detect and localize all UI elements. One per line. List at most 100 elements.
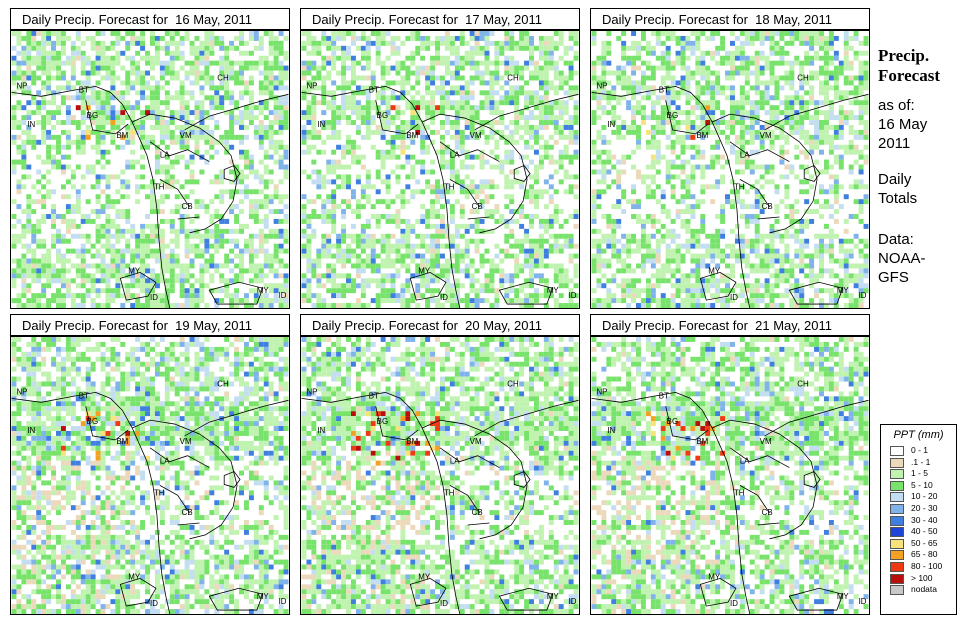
country-label: BT xyxy=(659,85,669,94)
country-label: ID xyxy=(150,293,158,302)
country-label: CH xyxy=(507,73,519,82)
precip-field xyxy=(301,337,579,614)
country-label: BM xyxy=(116,131,128,140)
country-label: MY xyxy=(257,592,270,601)
legend-swatch xyxy=(890,446,904,456)
country-label: CH xyxy=(797,379,809,388)
legend-swatch xyxy=(890,503,904,514)
map-boundary xyxy=(665,100,790,220)
country-label: VM xyxy=(760,437,772,446)
map-boundary xyxy=(513,471,531,488)
legend-label: 50 - 65 xyxy=(911,537,938,548)
legend-item: 1 - 5 xyxy=(881,468,956,480)
country-label: BM xyxy=(696,131,708,140)
country-label: ID xyxy=(279,291,287,300)
country-label: IN xyxy=(317,426,325,435)
panel-title-3: Daily Precip. Forecast for 18 May, 2011 xyxy=(590,8,870,30)
country-label: TH xyxy=(154,488,165,497)
country-label: LA xyxy=(160,151,170,160)
map-boundary xyxy=(301,85,461,308)
country-label: BG xyxy=(87,417,98,426)
country-label: MY xyxy=(708,266,721,275)
legend-swatch xyxy=(890,573,904,584)
country-label: BG xyxy=(667,417,678,426)
legend-item: 40 - 50 xyxy=(881,526,956,538)
legend-swatch xyxy=(890,480,904,491)
country-label: IN xyxy=(607,426,615,435)
map-boundary xyxy=(665,406,790,526)
country-label: VM xyxy=(180,437,192,446)
map-boundary xyxy=(591,85,751,308)
country-label: MY xyxy=(547,286,560,295)
legend-swatch xyxy=(890,585,904,596)
country-label: BT xyxy=(369,85,379,94)
country-label: NP xyxy=(596,387,607,396)
country-label: MY xyxy=(547,592,560,601)
map-boundary xyxy=(764,399,869,437)
map-boundary xyxy=(223,165,241,182)
country-label: BT xyxy=(79,85,89,94)
country-label: LA xyxy=(450,151,460,160)
legend-label: 30 - 40 xyxy=(911,514,938,525)
country-label: BG xyxy=(377,417,388,426)
map-boundary xyxy=(591,391,751,614)
map-boundary xyxy=(712,113,818,234)
legend-label: 0 - 1 xyxy=(911,445,929,455)
country-label: BT xyxy=(79,391,89,400)
map-boundary xyxy=(699,577,844,611)
legend-label: > 100 xyxy=(911,572,933,583)
precip-field xyxy=(591,31,869,308)
country-label: NP xyxy=(16,387,27,396)
legend-swatch xyxy=(890,561,904,572)
panel-title-1: Daily Precip. Forecast for 16 May, 2011 xyxy=(10,8,290,30)
country-label: BM xyxy=(116,437,128,446)
panel-title-5: Daily Precip. Forecast for 20 May, 2011 xyxy=(300,314,580,336)
precip-field xyxy=(301,31,579,308)
asof-date-1: 16 May xyxy=(878,116,928,133)
map-boundary xyxy=(85,100,210,220)
country-label: BG xyxy=(87,111,98,120)
legend-label: 10 - 20 xyxy=(911,491,938,502)
legend-item: 30 - 40 xyxy=(881,515,956,527)
heading-line-1: Precip. xyxy=(878,46,930,65)
country-label: CB xyxy=(182,508,193,517)
legend-swatch xyxy=(890,492,904,503)
legend-label: 1 - 5 xyxy=(911,468,929,479)
country-label: TH xyxy=(444,182,455,191)
asof-label: as of: xyxy=(878,97,915,114)
country-label: CB xyxy=(472,202,483,211)
map-svg-6: NP BT BG IN CH BM VM LA TH CB MY MY ID ID xyxy=(591,337,869,614)
precip-map-5: NP BT BG IN CH BM VM LA TH CB MY MY ID ID xyxy=(300,336,580,615)
daily-line-2: Totals xyxy=(878,190,918,207)
sidebar-daily: Daily Totals xyxy=(878,170,917,208)
country-label: NP xyxy=(306,387,317,396)
map-boundary xyxy=(764,93,869,131)
country-label: CH xyxy=(217,379,229,388)
country-label: BM xyxy=(406,437,418,446)
map-boundary xyxy=(422,419,528,540)
country-label: MY xyxy=(837,286,850,295)
map-boundary xyxy=(409,271,554,305)
country-label: BT xyxy=(659,391,669,400)
legend-item: 10 - 20 xyxy=(881,491,956,503)
legend-item: .1 - 1 xyxy=(881,457,956,469)
country-label: BT xyxy=(369,391,379,400)
sidebar-heading: Precip. Forecast xyxy=(878,46,940,86)
map-boundary xyxy=(375,406,500,526)
country-label: NP xyxy=(306,81,317,90)
country-label: LA xyxy=(160,457,170,466)
country-label: MY xyxy=(418,572,431,581)
map-boundary xyxy=(409,577,554,611)
legend-item: > 100 xyxy=(881,573,956,585)
map-boundary xyxy=(119,577,264,611)
map-boundary xyxy=(11,391,171,614)
map-boundary xyxy=(223,471,241,488)
source-line-3: GFS xyxy=(878,269,909,286)
country-label: ID xyxy=(440,293,448,302)
map-boundary xyxy=(803,165,821,182)
precip-field xyxy=(11,31,289,308)
map-boundary xyxy=(712,419,818,540)
asof-date-2: 2011 xyxy=(878,135,911,152)
legend-item: 80 - 100 xyxy=(881,561,956,573)
